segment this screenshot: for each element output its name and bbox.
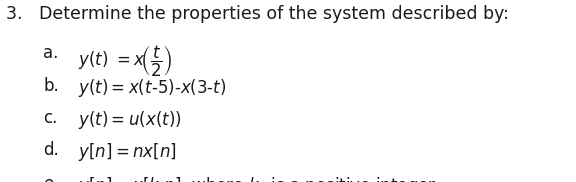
Text: $y(t){=}x(t\text{-}5)\text{-}x(3\text{-}t)$: $y(t){=}x(t\text{-}5)\text{-}x(3\text{-}… [78, 77, 226, 99]
Text: 3.   Determine the properties of the system described by:: 3. Determine the properties of the syste… [6, 5, 509, 23]
Text: d.: d. [43, 141, 59, 159]
Text: $y[n]{=}nx[n]$: $y[n]{=}nx[n]$ [78, 141, 176, 163]
Text: $y(t)\ =x\!\left(\dfrac{t}{2}\right)$: $y(t)\ =x\!\left(\dfrac{t}{2}\right)$ [78, 44, 172, 79]
Text: b.: b. [43, 77, 59, 95]
Text: a.: a. [43, 44, 59, 62]
Text: e.: e. [43, 175, 59, 182]
Text: $y[n]{=}x[k_{\!o}n]$, where $k_o$ is a positive integer: $y[n]{=}x[k_{\!o}n]$, where $k_o$ is a p… [78, 175, 437, 182]
Text: c.: c. [43, 109, 58, 127]
Text: $y(t) = u(x(t))$: $y(t) = u(x(t))$ [78, 109, 181, 131]
